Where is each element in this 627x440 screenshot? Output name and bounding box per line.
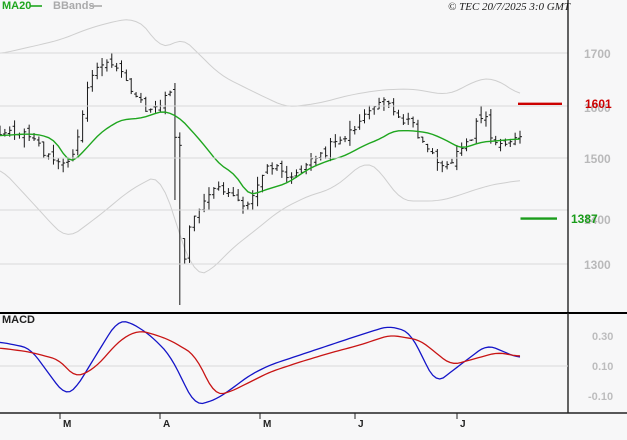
svg-text:J: J <box>358 419 364 430</box>
svg-text:A: A <box>163 419 170 430</box>
svg-text:M: M <box>63 419 71 430</box>
svg-text:0.10: 0.10 <box>592 361 613 373</box>
svg-text:© TEC 20/7/2025 3:0 GMT: © TEC 20/7/2025 3:0 GMT <box>448 1 571 13</box>
svg-text:J: J <box>460 419 466 430</box>
svg-text:MACD: MACD <box>2 314 35 326</box>
svg-text:0.30: 0.30 <box>592 331 613 343</box>
svg-text:1387: 1387 <box>571 212 598 226</box>
svg-text:BBands: BBands <box>53 0 95 12</box>
svg-text:1601: 1601 <box>585 97 612 111</box>
svg-text:-0.10: -0.10 <box>588 391 613 403</box>
svg-text:1700: 1700 <box>584 47 611 61</box>
svg-text:MA20: MA20 <box>2 0 31 12</box>
svg-text:1500: 1500 <box>584 152 611 166</box>
svg-text:M: M <box>263 419 271 430</box>
svg-text:1300: 1300 <box>584 258 611 272</box>
